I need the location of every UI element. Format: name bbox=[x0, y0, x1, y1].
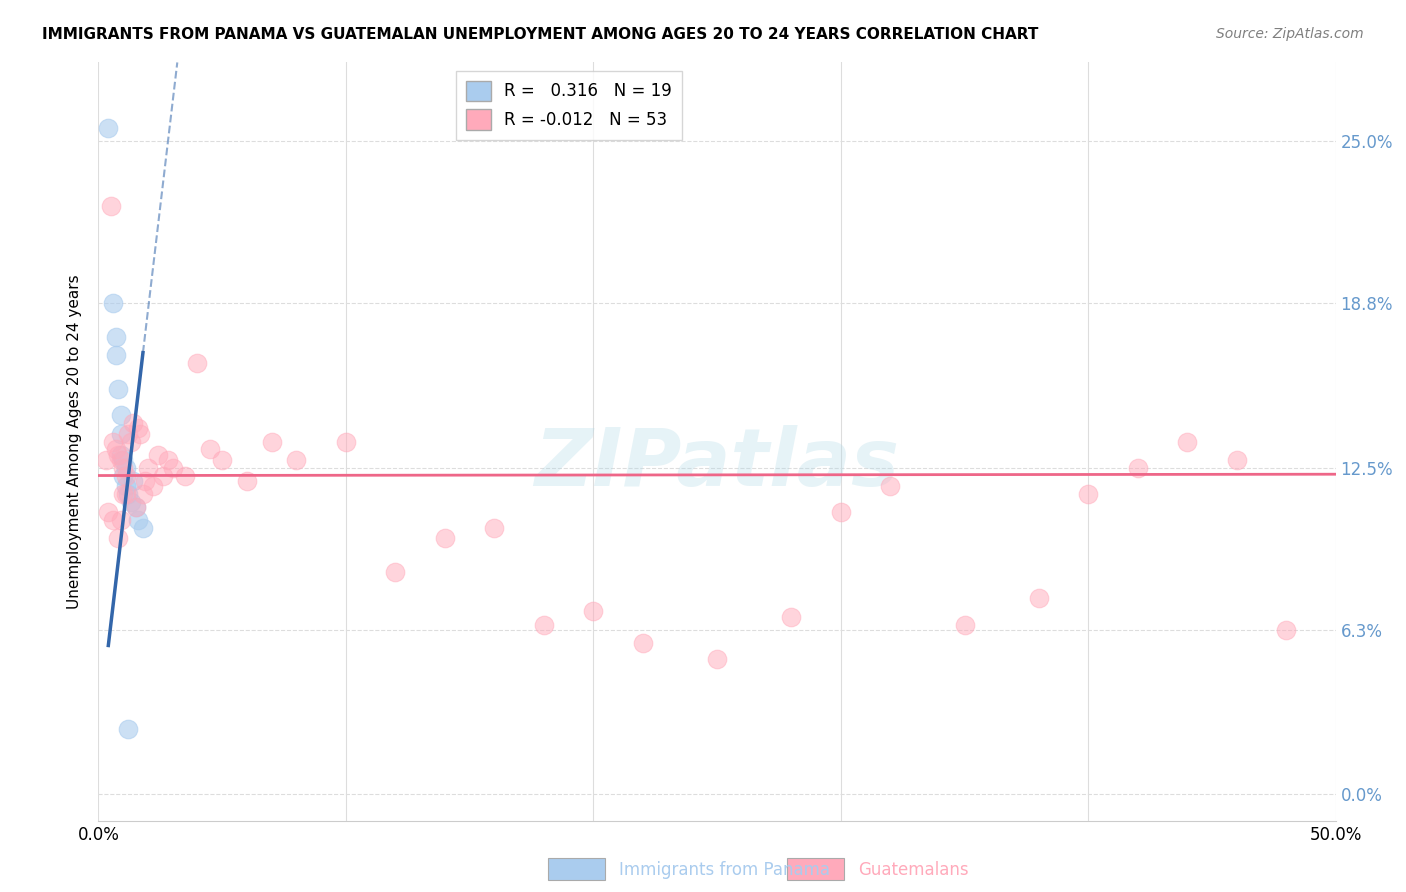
Point bbox=[433, 531, 456, 545]
Point bbox=[117, 487, 139, 501]
Point bbox=[127, 513, 149, 527]
Point bbox=[484, 521, 506, 535]
Y-axis label: Unemployment Among Ages 20 to 24 years: Unemployment Among Ages 20 to 24 years bbox=[67, 274, 83, 609]
Point bbox=[1028, 591, 1050, 606]
Point bbox=[124, 500, 146, 514]
Point bbox=[117, 722, 139, 736]
Point bbox=[162, 460, 184, 475]
Point bbox=[236, 474, 259, 488]
Point bbox=[780, 609, 803, 624]
Point bbox=[110, 448, 132, 462]
Point bbox=[122, 474, 145, 488]
Point bbox=[156, 453, 179, 467]
Point bbox=[211, 453, 233, 467]
Point bbox=[112, 487, 135, 501]
Point bbox=[285, 453, 308, 467]
Point bbox=[127, 421, 149, 435]
Point bbox=[114, 479, 136, 493]
Point bbox=[112, 460, 135, 475]
Point bbox=[1275, 623, 1298, 637]
Point bbox=[112, 468, 135, 483]
Point bbox=[1226, 453, 1249, 467]
Point bbox=[114, 487, 136, 501]
Text: Guatemalans: Guatemalans bbox=[858, 861, 969, 879]
Point bbox=[110, 409, 132, 423]
Point bbox=[134, 474, 156, 488]
Point bbox=[335, 434, 357, 449]
Text: Immigrants from Panama: Immigrants from Panama bbox=[619, 861, 830, 879]
Text: Source: ZipAtlas.com: Source: ZipAtlas.com bbox=[1216, 27, 1364, 41]
Point bbox=[830, 505, 852, 519]
Point bbox=[1175, 434, 1198, 449]
Point bbox=[174, 468, 197, 483]
Point bbox=[120, 434, 142, 449]
Point bbox=[129, 426, 152, 441]
Text: ZIPatlas: ZIPatlas bbox=[534, 425, 900, 503]
Point bbox=[132, 487, 155, 501]
Point bbox=[94, 453, 117, 467]
Point bbox=[103, 513, 125, 527]
Point bbox=[879, 479, 901, 493]
Point bbox=[152, 468, 174, 483]
Point bbox=[533, 617, 555, 632]
Point bbox=[107, 531, 129, 545]
Point bbox=[100, 199, 122, 213]
Point bbox=[122, 416, 145, 430]
Point bbox=[1077, 487, 1099, 501]
Point bbox=[97, 120, 120, 135]
Point bbox=[146, 448, 169, 462]
Point bbox=[260, 434, 283, 449]
Point bbox=[107, 382, 129, 396]
Point bbox=[117, 426, 139, 441]
Point bbox=[384, 566, 406, 580]
Point bbox=[104, 348, 127, 362]
Point bbox=[124, 500, 146, 514]
Point bbox=[953, 617, 976, 632]
Point bbox=[631, 636, 654, 650]
Point bbox=[132, 521, 155, 535]
Point bbox=[104, 442, 127, 457]
Point bbox=[136, 460, 159, 475]
Point bbox=[114, 460, 136, 475]
Point bbox=[110, 453, 132, 467]
Point bbox=[110, 426, 132, 441]
Text: IMMIGRANTS FROM PANAMA VS GUATEMALAN UNEMPLOYMENT AMONG AGES 20 TO 24 YEARS CORR: IMMIGRANTS FROM PANAMA VS GUATEMALAN UNE… bbox=[42, 27, 1039, 42]
Point bbox=[114, 468, 136, 483]
Point bbox=[112, 453, 135, 467]
Legend: R =   0.316   N = 19, R = -0.012   N = 53: R = 0.316 N = 19, R = -0.012 N = 53 bbox=[456, 70, 682, 140]
Point bbox=[120, 494, 142, 508]
Point bbox=[110, 513, 132, 527]
Point bbox=[97, 505, 120, 519]
Point bbox=[103, 434, 125, 449]
Point bbox=[104, 330, 127, 344]
Point bbox=[582, 605, 605, 619]
Point bbox=[142, 479, 165, 493]
Point bbox=[706, 651, 728, 665]
Point bbox=[103, 296, 125, 310]
Point bbox=[1126, 460, 1149, 475]
Point bbox=[186, 356, 208, 370]
Point bbox=[198, 442, 221, 457]
Point bbox=[107, 448, 129, 462]
